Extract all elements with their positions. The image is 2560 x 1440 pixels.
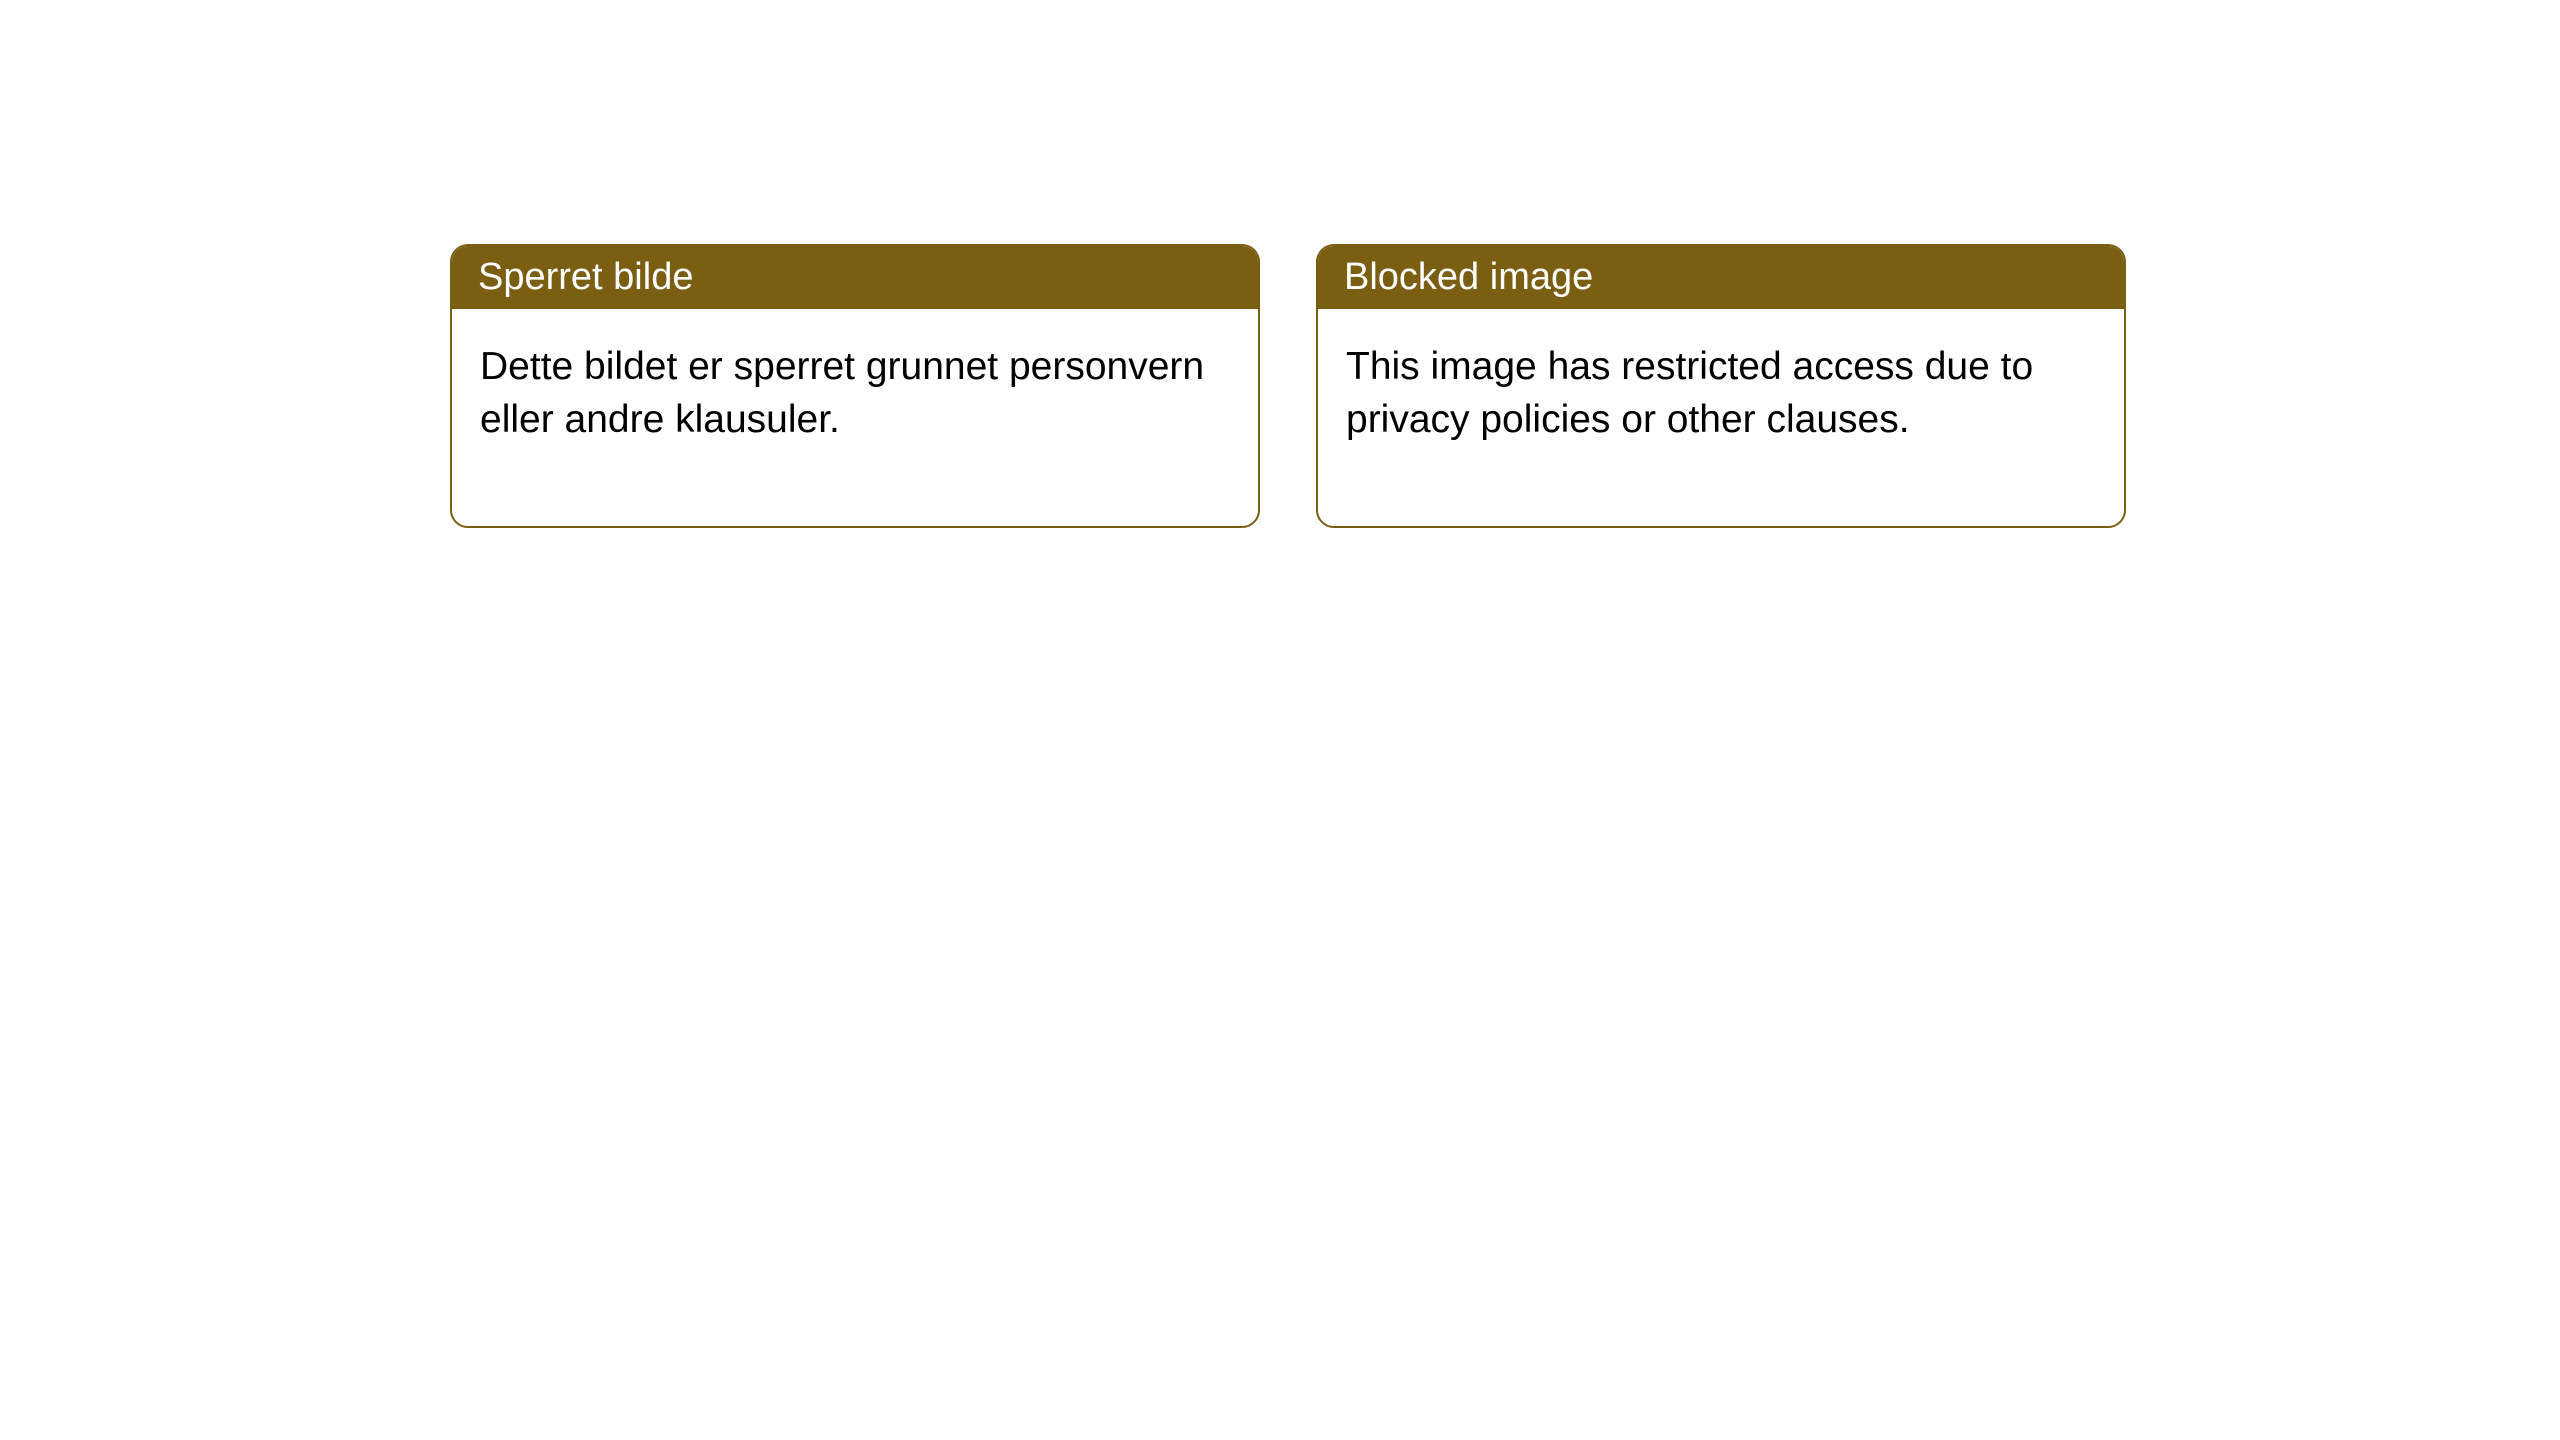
- notice-header-english: Blocked image: [1318, 246, 2124, 309]
- notice-header-norwegian: Sperret bilde: [452, 246, 1258, 309]
- notice-body-english: This image has restricted access due to …: [1318, 309, 2124, 526]
- notice-container: Sperret bilde Dette bildet er sperret gr…: [0, 0, 2560, 528]
- notice-body-norwegian: Dette bildet er sperret grunnet personve…: [452, 309, 1258, 526]
- notice-box-norwegian: Sperret bilde Dette bildet er sperret gr…: [450, 244, 1260, 528]
- notice-box-english: Blocked image This image has restricted …: [1316, 244, 2126, 528]
